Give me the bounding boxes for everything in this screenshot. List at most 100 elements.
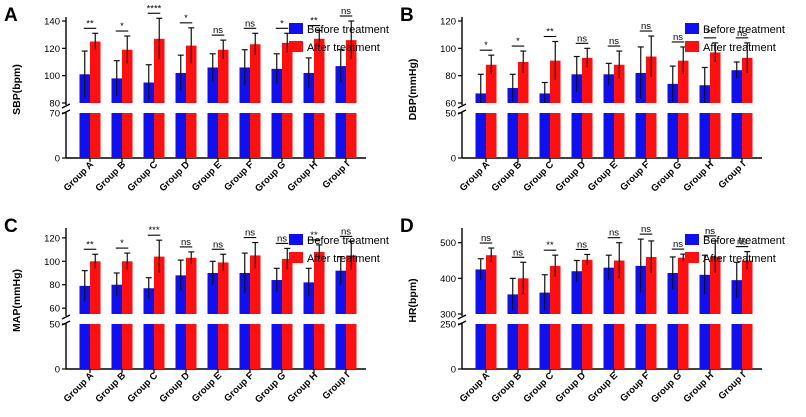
- x-tick-label: Group B: [489, 159, 524, 194]
- significance-label: ns: [609, 36, 619, 47]
- bar-after: [614, 64, 625, 103]
- legend-swatch-after: [685, 41, 699, 52]
- bar-after: [346, 40, 357, 103]
- bar-after: [218, 262, 229, 314]
- bar-after: [90, 261, 101, 314]
- bar-after: [678, 60, 689, 103]
- bar-before-lower: [175, 324, 186, 369]
- significance-label: **: [310, 230, 318, 241]
- significance-label: **: [546, 240, 554, 251]
- significance-label: ns: [277, 233, 287, 244]
- legend-swatch-after: [289, 252, 303, 263]
- bar-after: [678, 257, 689, 314]
- bar-after-lower: [314, 113, 325, 158]
- x-tick-label: Group A: [62, 159, 96, 193]
- x-tick-label: Group D: [157, 159, 192, 194]
- significance-label: ns: [705, 226, 715, 237]
- bar-after-lower: [678, 324, 689, 369]
- bar-before-lower: [475, 324, 486, 369]
- x-tick-label: Group I: [716, 159, 748, 191]
- x-tick-label: Group I: [716, 370, 748, 402]
- x-tick-label: Group D: [553, 159, 588, 194]
- y-tick-label: 500: [440, 238, 456, 249]
- y-tick-label: 70: [49, 109, 60, 120]
- x-tick-label: Group A: [458, 370, 492, 404]
- bar-after-lower: [154, 113, 165, 158]
- significance-label: ns: [641, 224, 651, 235]
- bar-after-lower: [346, 324, 357, 369]
- significance-label: ns: [513, 247, 523, 258]
- significance-label: ns: [737, 237, 747, 248]
- bar-after-lower: [218, 324, 229, 369]
- significance-label: **: [310, 16, 318, 27]
- x-tick-label: Group H: [681, 370, 716, 405]
- bar-before: [143, 288, 154, 314]
- bar-before-lower: [731, 324, 742, 369]
- bar-before: [475, 269, 486, 314]
- panel-label: B: [400, 5, 414, 26]
- x-tick-label: Group H: [285, 370, 320, 405]
- bar-before: [111, 284, 122, 314]
- bar-before-lower: [539, 113, 550, 158]
- significance-label: ns: [181, 237, 191, 248]
- bar-before: [303, 282, 314, 314]
- y-tick-label: 400: [440, 274, 456, 285]
- bar-before-lower: [239, 324, 250, 369]
- y-axis-label: DBP(mmHg): [407, 59, 419, 121]
- legend-label-before: Before treatment: [307, 24, 389, 36]
- bar-after-lower: [314, 324, 325, 369]
- bar-before-lower: [303, 113, 314, 158]
- bar-after-lower: [646, 324, 657, 369]
- significance-label: *: [516, 36, 520, 47]
- bar-before-lower: [539, 324, 550, 369]
- bar-before-lower: [335, 324, 346, 369]
- legend-swatch-before: [289, 23, 303, 34]
- bar-after-lower: [250, 324, 261, 369]
- bar-after-lower: [518, 324, 529, 369]
- bar-after-lower: [90, 324, 101, 369]
- bar-after: [614, 260, 625, 314]
- legend-label-after: After treatment: [307, 253, 380, 265]
- significance-label: ns: [673, 32, 683, 43]
- legend-label-before: Before treatment: [703, 24, 785, 36]
- panel-d: D HR(bpm) 300 400 500 0 250 ns Group A ns Group B *…: [400, 216, 785, 405]
- bar-after-lower: [646, 113, 657, 158]
- bar-after: [646, 56, 657, 103]
- bar-before-lower: [111, 113, 122, 158]
- y-tick-label: 250: [440, 320, 456, 331]
- x-tick-label: Group D: [157, 370, 192, 405]
- bar-before-lower: [475, 113, 486, 158]
- bar-after-lower: [122, 324, 133, 369]
- bar-after-lower: [282, 113, 293, 158]
- x-tick-label: Group E: [190, 159, 224, 193]
- x-tick-label: Group C: [125, 159, 160, 194]
- y-tick-label: 50: [445, 109, 456, 120]
- bar-after-lower: [346, 113, 357, 158]
- bar-before-lower: [271, 324, 282, 369]
- bar-before-lower: [603, 113, 614, 158]
- bar-after: [90, 41, 101, 103]
- bar-before-lower: [143, 113, 154, 158]
- y-tick-label: 50: [49, 320, 60, 331]
- bar-before-lower: [271, 113, 282, 158]
- y-tick-label: 120: [44, 233, 60, 244]
- legend-label-after: After treatment: [703, 42, 776, 54]
- bar-after-lower: [186, 113, 197, 158]
- significance-label: ns: [341, 6, 351, 17]
- bar-before-lower: [239, 113, 250, 158]
- x-tick-label: Group G: [649, 159, 684, 194]
- bar-before-lower: [571, 113, 582, 158]
- significance-label: ns: [609, 228, 619, 239]
- bar-before-lower: [667, 324, 678, 369]
- bar-before-lower: [175, 113, 186, 158]
- legend-label-before: Before treatment: [307, 235, 389, 247]
- bar-after-lower: [582, 113, 593, 158]
- bar-after: [518, 62, 529, 103]
- x-tick-label: Group F: [618, 159, 652, 193]
- bar-after: [710, 52, 721, 103]
- bar-after-lower: [550, 324, 561, 369]
- bar-before: [731, 70, 742, 103]
- significance-label: ns: [213, 239, 223, 250]
- panel-c: C MAP(mmHg) 60 80 100 120 0 50 ** Group A * Group B…: [4, 216, 389, 405]
